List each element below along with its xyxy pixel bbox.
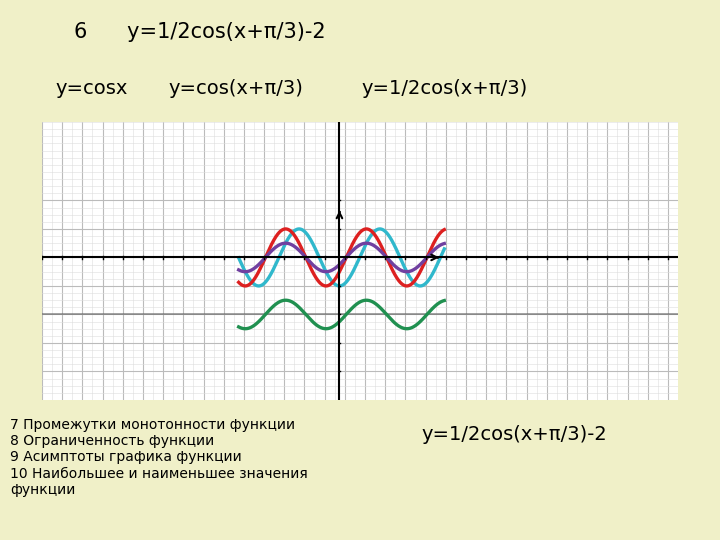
Text: 6      y=1/2cos(x+π/3)-2: 6 y=1/2cos(x+π/3)-2 xyxy=(74,22,326,42)
Text: y=cosx: y=cosx xyxy=(56,78,128,98)
Text: y=1/2cos(x+π/3): y=1/2cos(x+π/3) xyxy=(362,78,528,98)
Text: y=1/2cos(x+π/3)-2: y=1/2cos(x+π/3)-2 xyxy=(421,424,607,443)
Text: y=cos(x+π/3): y=cos(x+π/3) xyxy=(168,78,303,98)
Text: 7 Промежутки монотонности функции
8 Ограниченность функции
9 Асимптоты графика ф: 7 Промежутки монотонности функции 8 Огра… xyxy=(10,418,307,497)
